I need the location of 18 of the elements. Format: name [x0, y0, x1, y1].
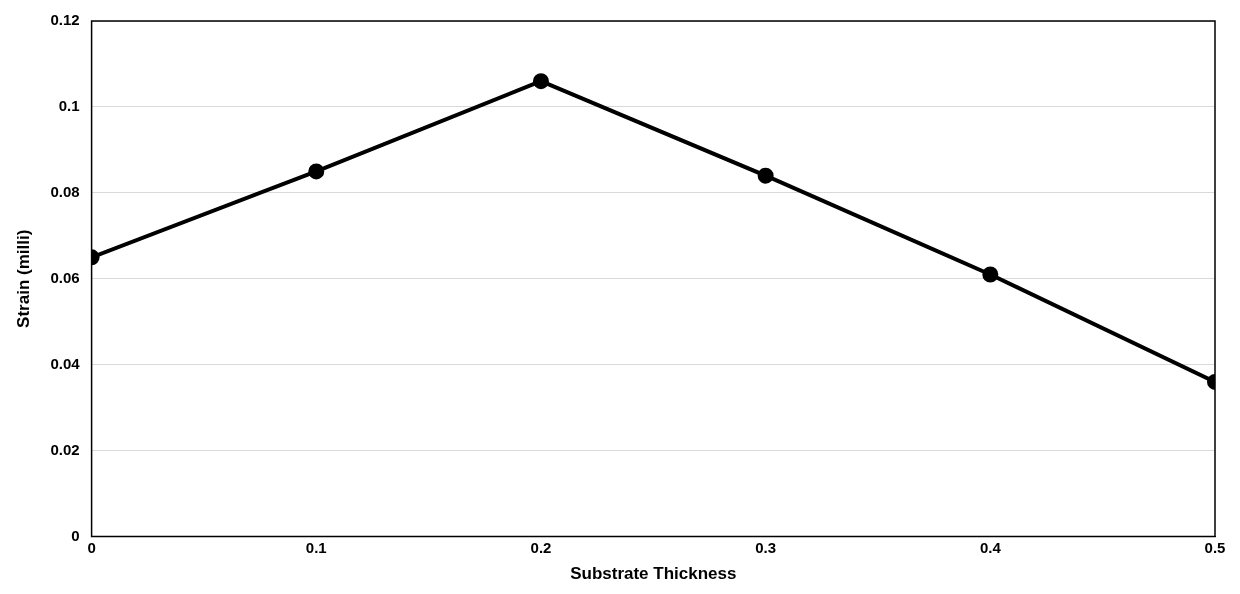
y-tick-label: 0.1	[58, 97, 80, 115]
y-tick-label: 0.06	[50, 268, 80, 286]
y-axis-title: Strain (milli)	[13, 229, 33, 328]
x-tick-label: 0.2	[530, 538, 552, 556]
x-tick-label: 0.1	[305, 538, 327, 556]
x-tick-label: 0	[87, 538, 96, 556]
point	[532, 73, 549, 90]
y-tick-label: 0.12	[50, 11, 80, 29]
x-axis-title: Substrate Thickness	[570, 564, 737, 584]
y-tick-label: 0.04	[50, 354, 81, 372]
x-tick-label: 0.3	[755, 538, 777, 556]
x-tick-label: 0.5	[1204, 538, 1226, 556]
point	[308, 163, 325, 180]
x-tick-label: 0.4	[979, 538, 1002, 556]
y-tick-label: 0.02	[50, 440, 80, 458]
y-tick-label: 0.08	[50, 183, 80, 201]
y-tick-label: 0	[71, 526, 80, 544]
point	[757, 167, 774, 184]
